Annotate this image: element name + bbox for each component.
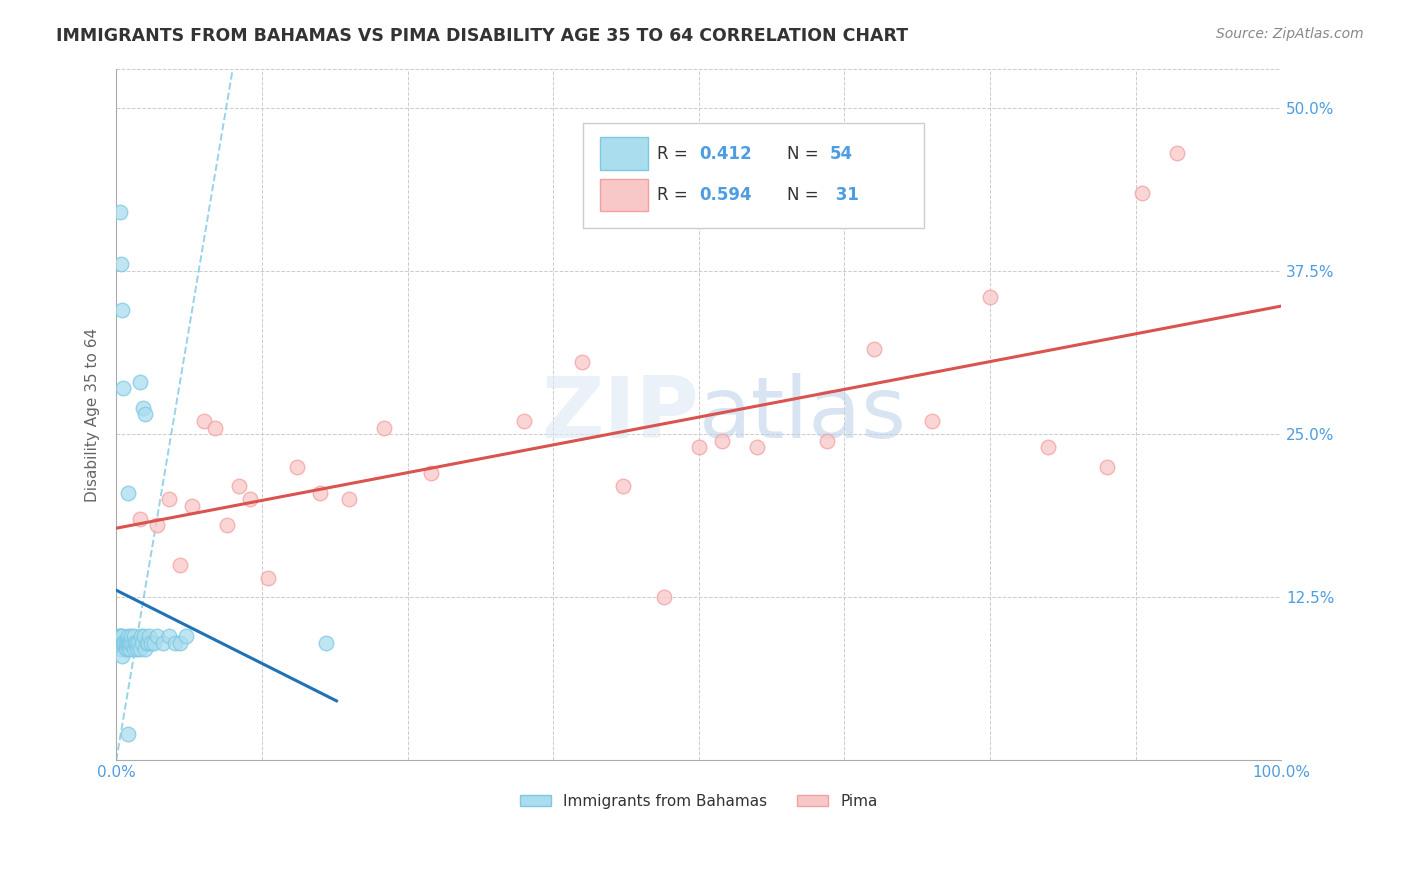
Point — [117, 629, 139, 643]
Point — [115, 636, 138, 650]
Point — [138, 629, 160, 643]
Y-axis label: Disability Age 35 to 64: Disability Age 35 to 64 — [86, 327, 100, 501]
Point — [157, 492, 180, 507]
Point — [111, 636, 134, 650]
Point — [181, 499, 204, 513]
Point — [169, 636, 191, 650]
Point — [612, 479, 634, 493]
Point — [108, 629, 131, 643]
Point — [169, 558, 191, 572]
Point — [121, 636, 143, 650]
Point — [204, 420, 226, 434]
Point — [239, 492, 262, 507]
Point — [120, 636, 142, 650]
Point — [120, 642, 142, 657]
Point — [125, 636, 148, 650]
Point — [285, 459, 308, 474]
Point — [117, 636, 139, 650]
Point — [108, 636, 131, 650]
Point — [117, 727, 139, 741]
Point — [120, 636, 142, 650]
Point — [1095, 459, 1118, 474]
Text: N =: N = — [787, 145, 824, 162]
Point — [134, 629, 156, 643]
Point — [111, 303, 134, 318]
Point — [111, 648, 134, 663]
Point — [373, 420, 395, 434]
Point — [571, 355, 593, 369]
Point — [118, 636, 141, 650]
Point — [315, 636, 337, 650]
Point — [120, 629, 142, 643]
Point — [112, 636, 135, 650]
Text: R =: R = — [657, 145, 693, 162]
Point — [1166, 146, 1188, 161]
Point — [215, 518, 238, 533]
Point — [110, 257, 132, 271]
Point — [122, 629, 145, 643]
Point — [652, 591, 675, 605]
Point — [124, 636, 146, 650]
Point — [142, 636, 165, 650]
Point — [110, 642, 132, 657]
Text: N =: N = — [787, 186, 824, 204]
Point — [228, 479, 250, 493]
Point — [309, 485, 332, 500]
Point — [128, 512, 150, 526]
Point — [127, 636, 149, 650]
Point — [711, 434, 734, 448]
Point — [114, 642, 136, 657]
Point — [337, 492, 360, 507]
Point — [163, 636, 186, 650]
Point — [1038, 440, 1060, 454]
Point — [688, 440, 710, 454]
Point — [134, 642, 156, 657]
Point — [136, 636, 159, 650]
Text: IMMIGRANTS FROM BAHAMAS VS PIMA DISABILITY AGE 35 TO 64 CORRELATION CHART: IMMIGRANTS FROM BAHAMAS VS PIMA DISABILI… — [56, 27, 908, 45]
Text: 0.412: 0.412 — [699, 145, 752, 162]
Point — [110, 629, 132, 643]
Point — [141, 636, 163, 650]
Point — [128, 375, 150, 389]
Point — [107, 629, 129, 643]
Point — [152, 636, 174, 650]
Point — [193, 414, 215, 428]
Point — [112, 381, 135, 395]
Point — [134, 408, 156, 422]
Point — [108, 205, 131, 219]
Text: ZIP: ZIP — [541, 373, 699, 456]
Point — [921, 414, 943, 428]
Point — [256, 571, 278, 585]
Point — [146, 518, 169, 533]
Point — [127, 642, 149, 657]
Legend: Immigrants from Bahamas, Pima: Immigrants from Bahamas, Pima — [515, 788, 884, 815]
Point — [174, 629, 197, 643]
Text: atlas: atlas — [699, 373, 907, 456]
Text: 0.594: 0.594 — [699, 186, 752, 204]
Point — [1130, 186, 1153, 200]
Point — [513, 414, 536, 428]
Point — [146, 629, 169, 643]
Point — [112, 636, 135, 650]
Point — [111, 629, 134, 643]
Point — [129, 629, 152, 643]
Point — [117, 485, 139, 500]
Point — [131, 636, 153, 650]
Point — [157, 629, 180, 643]
Text: Source: ZipAtlas.com: Source: ZipAtlas.com — [1216, 27, 1364, 41]
Text: R =: R = — [657, 186, 693, 204]
Text: 54: 54 — [830, 145, 853, 162]
Point — [419, 466, 441, 480]
Point — [122, 642, 145, 657]
Point — [745, 440, 768, 454]
Point — [132, 401, 155, 415]
Text: 31: 31 — [830, 186, 859, 204]
Point — [979, 290, 1001, 304]
Point — [815, 434, 838, 448]
Point — [135, 636, 157, 650]
Point — [117, 642, 139, 657]
Point — [862, 342, 884, 356]
Point — [114, 636, 136, 650]
Point — [128, 642, 150, 657]
